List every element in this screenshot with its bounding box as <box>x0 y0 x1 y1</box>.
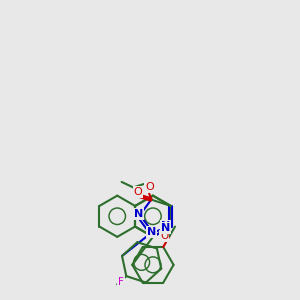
Text: O: O <box>145 182 154 192</box>
Text: N: N <box>147 227 156 237</box>
Text: O: O <box>160 231 168 241</box>
Text: O: O <box>134 187 142 197</box>
Text: F: F <box>118 277 124 287</box>
Text: N: N <box>161 221 170 231</box>
Text: N: N <box>134 209 143 219</box>
Text: N: N <box>161 223 170 233</box>
